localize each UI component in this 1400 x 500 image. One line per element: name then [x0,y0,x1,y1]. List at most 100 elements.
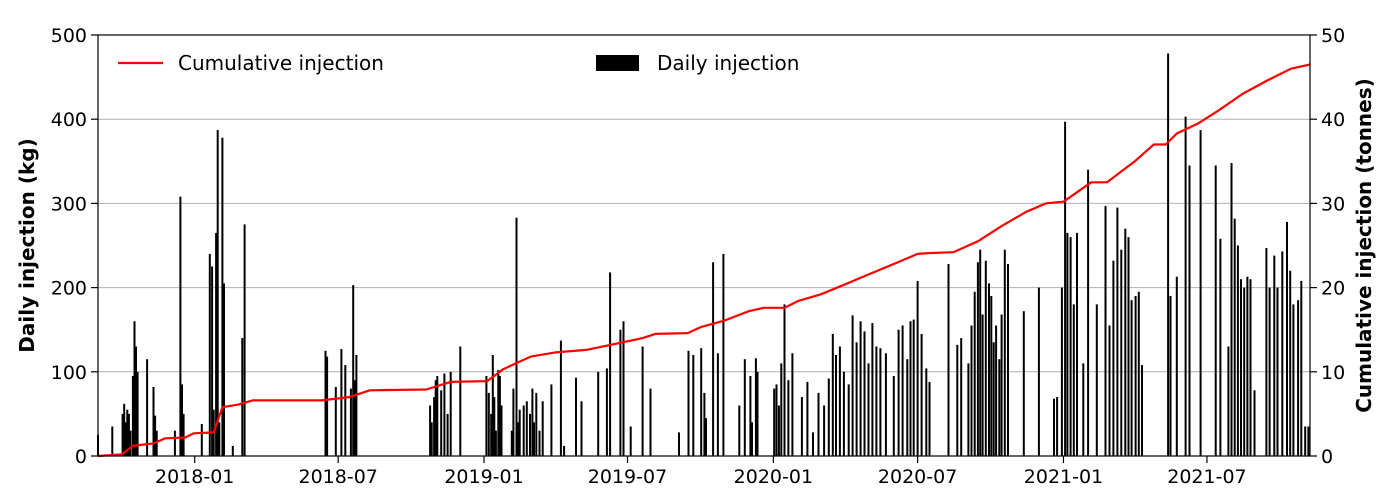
daily-injection-bar [847,384,850,456]
daily-injection-bar [429,405,432,456]
daily-injection-bar [173,430,176,456]
daily-injection-bar [221,137,224,456]
daily-injection-bar [518,409,521,456]
daily-injection-bar [629,426,632,456]
daily-injection-bar [970,325,973,456]
plot-frame [97,34,1311,457]
daily-injection-bar [216,130,219,456]
daily-injection-bar [490,413,493,456]
daily-injection-bar [1095,304,1098,456]
cumulative-injection-line [97,63,1311,458]
daily-injection-bar [563,445,566,456]
daily-injection-bar [1087,169,1090,456]
daily-injection-bar [912,319,915,456]
daily-injection-bar [1130,300,1133,456]
daily-injection-bar [355,355,358,456]
daily-injection-bar [988,283,990,456]
daily-injection-bar [1304,426,1307,456]
daily-injection-bar [1066,232,1069,456]
daily-injection-bar [738,405,741,456]
daily-injection-bar [1230,163,1233,456]
daily-injection-bar [1300,280,1303,456]
daily-injection-bar [1227,346,1230,456]
daily-injection-bar [324,350,327,457]
right-y-tick-label: 30 [1321,193,1345,215]
daily-injection-bar [1273,255,1276,456]
left-y-tick-label: 100 [51,362,87,384]
daily-injection-bar [510,430,513,456]
daily-injection-bar [812,432,814,456]
daily-injection-bar [1072,304,1075,456]
daily-injection-bar [1243,287,1246,456]
daily-injection-bar [559,340,562,456]
daily-injection-bar [208,253,211,456]
daily-injection-bar [879,348,882,456]
daily-injection-bar [751,422,753,456]
daily-injection-bar [522,405,525,456]
daily-injection-bar [1000,314,1003,456]
daily-injection-bar [1082,363,1085,456]
daily-injection-bar [124,422,127,456]
daily-injection-bar [884,353,887,456]
daily-injection-bar [127,413,130,456]
daily-injection-bar [326,356,329,456]
daily-injection-bar [605,368,608,456]
right-y-tick-label: 50 [1321,25,1345,47]
daily-injection-bar [649,388,652,456]
daily-injection-bar [541,401,544,456]
daily-injection-bar [897,329,900,456]
daily-injection-bar [436,376,439,456]
daily-injection-bar [211,266,214,456]
daily-injection-bar [1141,365,1143,456]
daily-injection-bar [754,358,757,456]
left-y-tick-label: 300 [51,193,87,215]
daily-injection-bar [871,323,874,456]
daily-injection-bar [1289,270,1292,456]
left-y-tick-label: 400 [51,109,87,131]
daily-injection-bar [703,392,706,456]
right-y-axis-title: Cumulative injection (tonnes) [1352,78,1376,413]
daily-injection-bar [154,415,157,456]
daily-injection-bar [992,342,995,456]
daily-injection-bar [700,348,703,456]
daily-injection-bar [1064,121,1067,456]
left-y-axis-title: Daily injection (kg) [15,138,39,352]
daily-injection-bar [1167,53,1170,456]
daily-injection-bar [984,260,987,456]
daily-injection-bar [800,397,803,456]
daily-injection-bar [512,388,515,456]
daily-injection-bar [1246,276,1249,456]
right-y-tick-label: 40 [1321,109,1345,131]
daily-injection-bar [440,390,443,456]
daily-injection-bar [823,405,826,456]
x-tick-label: 2018-01 [155,466,234,488]
daily-injection-bar [1116,207,1119,456]
x-tick-label: 2019-01 [444,466,523,488]
daily-injection-bar [1108,325,1111,456]
daily-injection-bar [756,371,759,456]
daily-injection-bar [136,371,139,456]
right-y-tick-label: 20 [1321,278,1345,300]
daily-injection-bar [1112,260,1115,456]
daily-injection-bar [705,418,707,456]
daily-injection-bar [967,363,970,456]
daily-injection-bar [494,430,497,456]
daily-injection-bar [533,422,535,456]
daily-injection-bar [842,371,845,456]
daily-injection-bar [916,280,919,456]
daily-injection-bar [111,426,114,456]
daily-injection-bar [515,217,518,456]
daily-injection-bar [851,315,854,456]
x-tick-label: 2020-01 [734,466,813,488]
daily-injection-bar [947,264,950,456]
daily-injection-bar [433,397,436,456]
daily-injection-bar [243,224,246,456]
daily-injection-bar [1069,237,1072,456]
daily-injection-bar [855,342,858,456]
daily-injection-bar [1253,390,1256,456]
daily-injection-bar [446,413,449,456]
daily-injection-bar [1124,228,1127,456]
legend: Cumulative injection Daily injection [118,51,799,75]
daily-injection-bar [1265,248,1268,456]
daily-injection-bar [928,381,931,456]
